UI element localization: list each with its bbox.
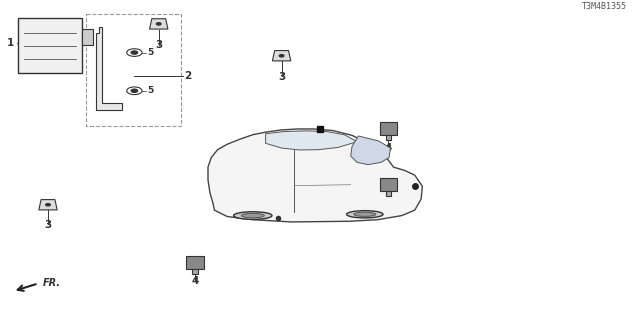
Text: 4: 4 [385,143,392,153]
Circle shape [131,51,138,54]
Bar [386,135,391,140]
Bar [86,14,181,126]
Bar [380,178,397,191]
Polygon shape [150,19,168,29]
Bar [18,18,82,73]
Circle shape [279,55,284,57]
Circle shape [127,87,142,95]
Text: 3: 3 [278,72,285,82]
Text: FR.: FR. [43,278,61,288]
Text: 5: 5 [147,86,154,95]
Circle shape [127,49,142,56]
Bar [193,269,198,274]
Polygon shape [266,131,357,150]
Text: 3: 3 [44,220,52,230]
Text: 5: 5 [147,48,154,57]
Polygon shape [273,51,291,61]
Bar [186,256,204,269]
Bar [380,123,397,135]
Polygon shape [351,136,390,164]
Polygon shape [39,200,57,210]
Text: 4: 4 [191,276,199,286]
Bar [386,191,391,196]
Ellipse shape [354,212,376,216]
Circle shape [45,204,51,206]
Polygon shape [96,27,122,110]
Text: 1: 1 [7,38,14,48]
Text: 3: 3 [155,40,163,50]
Text: 2: 2 [184,71,191,81]
Circle shape [156,23,161,25]
Circle shape [131,89,138,92]
Ellipse shape [347,211,383,218]
Ellipse shape [234,212,272,220]
Ellipse shape [241,213,264,218]
Text: 4: 4 [385,198,392,208]
Polygon shape [82,29,93,45]
Text: T3M4B1355: T3M4B1355 [582,2,627,11]
Polygon shape [208,129,422,222]
